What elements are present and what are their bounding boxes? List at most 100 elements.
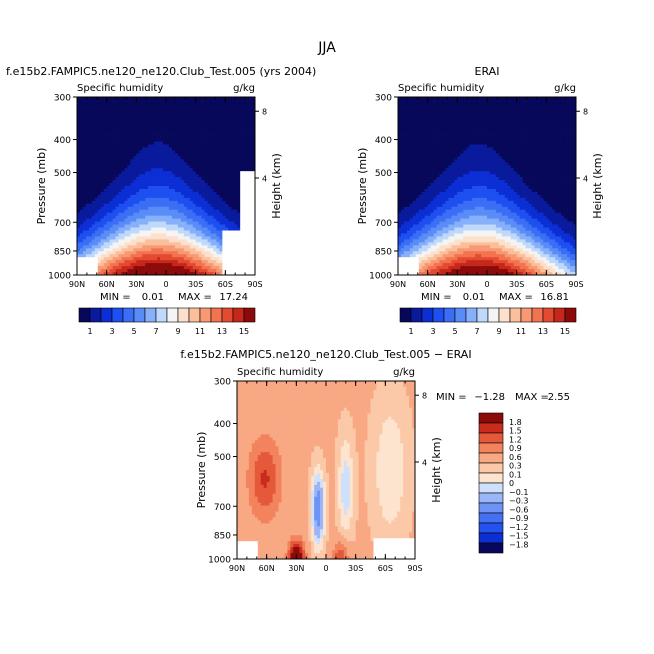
field-cell <box>216 177 220 181</box>
field-cell <box>246 197 250 202</box>
field-cell <box>216 209 220 214</box>
field-cell <box>77 97 81 101</box>
field-cell <box>183 147 188 151</box>
field-cell <box>189 212 194 217</box>
field-cell <box>192 111 197 116</box>
field-cell <box>234 203 238 208</box>
field-cell <box>246 162 250 166</box>
field-cell <box>124 186 128 190</box>
field-cell <box>136 203 140 208</box>
field-cell <box>207 159 211 163</box>
field-cell <box>171 102 176 107</box>
field-cell <box>412 138 417 142</box>
field-cell <box>219 251 223 255</box>
field-cell <box>130 111 134 116</box>
field-cell <box>412 141 417 145</box>
field-cell <box>186 99 191 104</box>
field-cell <box>225 194 229 199</box>
field-cell <box>112 162 116 166</box>
field-cell <box>103 150 108 154</box>
field-cell <box>157 132 161 136</box>
field-cell <box>180 245 185 249</box>
field-cell <box>466 159 470 163</box>
field-cell <box>124 150 128 154</box>
field-cell <box>246 251 250 255</box>
field-cell <box>228 108 232 113</box>
field-cell <box>91 266 96 270</box>
field-cell <box>148 191 152 196</box>
field-cell <box>180 129 185 133</box>
field-cell <box>154 239 158 243</box>
field-cell <box>498 150 503 154</box>
field-cell <box>243 126 247 130</box>
field-cell <box>130 97 134 101</box>
field-cell <box>180 123 185 128</box>
field-cell <box>186 171 191 175</box>
field-cell <box>516 99 520 104</box>
field-cell <box>97 99 102 104</box>
field-cell <box>522 123 526 128</box>
field-cell <box>163 254 167 258</box>
field-cell <box>398 120 402 125</box>
field-cell <box>249 200 253 205</box>
field-cell <box>186 120 191 125</box>
field-cell <box>136 194 140 199</box>
field-cell <box>121 97 125 101</box>
field-cell <box>210 254 214 258</box>
field-cell <box>94 126 99 130</box>
field-cell <box>246 188 250 193</box>
field-cell <box>174 120 179 125</box>
field-cell <box>118 111 122 116</box>
field-cell <box>157 120 161 125</box>
field-cell <box>445 99 449 104</box>
field-cell <box>415 144 420 148</box>
field-cell <box>88 105 93 110</box>
field-cell <box>171 99 176 104</box>
field-cell <box>109 108 113 113</box>
field-cell <box>204 147 208 151</box>
field-cell <box>118 263 122 267</box>
field-cell <box>151 129 155 133</box>
field-cell <box>198 123 202 128</box>
field-cell <box>97 248 102 252</box>
field-cell <box>201 266 205 270</box>
field-cell <box>100 123 105 128</box>
field-cell <box>148 171 152 175</box>
field-cell <box>243 218 247 222</box>
field-cell <box>231 242 235 246</box>
field-cell <box>427 144 431 148</box>
field-cell <box>460 99 464 104</box>
field-cell <box>418 120 423 125</box>
field-cell <box>237 186 241 190</box>
field-cell <box>121 233 125 237</box>
field-cell <box>246 165 250 169</box>
field-cell <box>174 254 179 258</box>
field-cell <box>103 233 108 237</box>
field-cell <box>186 114 191 119</box>
field-cell <box>246 257 250 261</box>
field-cell <box>210 266 214 270</box>
field-cell <box>127 144 131 148</box>
field-cell <box>237 215 241 219</box>
field-cell <box>139 105 143 110</box>
field-cell <box>201 165 205 169</box>
field-cell <box>121 123 125 128</box>
field-cell <box>109 141 113 145</box>
field-cell <box>472 156 476 160</box>
field-cell <box>213 224 217 228</box>
field-cell <box>400 129 405 133</box>
field-cell <box>171 242 176 246</box>
field-cell <box>513 126 518 130</box>
field-cell <box>457 105 461 110</box>
field-cell <box>237 99 241 104</box>
field-cell <box>243 162 247 166</box>
field-cell <box>136 126 140 130</box>
field-cell <box>466 144 470 148</box>
field-cell <box>112 123 116 128</box>
field-cell <box>145 132 149 136</box>
field-cell <box>237 180 241 184</box>
field-cell <box>243 129 247 133</box>
field-cell <box>109 257 113 261</box>
field-cell <box>219 194 223 199</box>
field-cell <box>163 236 167 240</box>
